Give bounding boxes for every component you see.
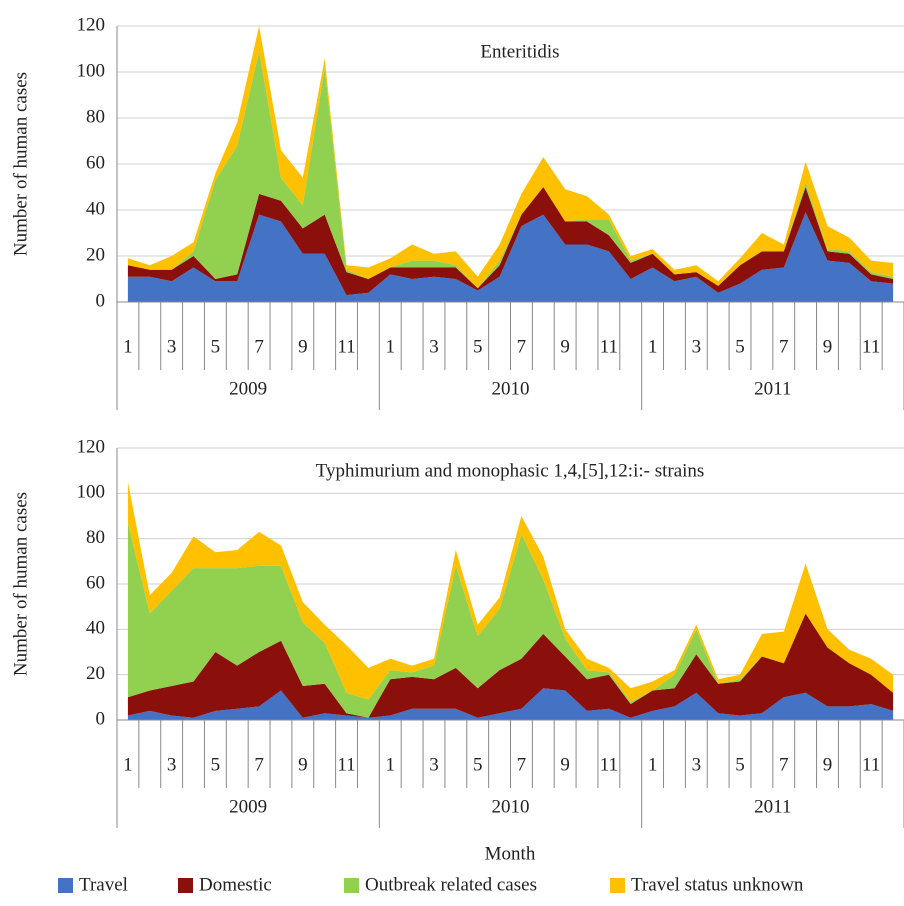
y-tick-label: 40 <box>86 618 105 639</box>
y-tick-label: 80 <box>86 106 105 127</box>
group-label: 2011 <box>754 378 791 399</box>
area <box>127 51 894 289</box>
y-tick-label: 120 <box>77 14 106 35</box>
x-tick-label: 7 <box>254 336 264 357</box>
x-tick-label: 1 <box>386 754 396 775</box>
legend-swatch <box>344 878 359 893</box>
x-tick-label: 11 <box>600 336 618 357</box>
x-tick-label: 9 <box>823 754 833 775</box>
x-tick-label: 5 <box>211 336 221 357</box>
x-tick-label: 11 <box>337 754 355 775</box>
area <box>127 613 894 718</box>
x-tick-label: 5 <box>735 336 745 357</box>
x-tick-label: 3 <box>167 754 177 775</box>
x-tick-label: 5 <box>211 754 221 775</box>
y-axis-label: Number of human cases <box>10 72 31 256</box>
x-tick-label: 1 <box>123 336 133 357</box>
legend-label: Outbreak related cases <box>365 874 537 895</box>
group-label: 2010 <box>492 378 530 399</box>
x-tick-label: 3 <box>429 754 439 775</box>
area <box>127 212 894 302</box>
x-tick-label: 11 <box>600 754 618 775</box>
x-tick-label: 5 <box>473 754 483 775</box>
area <box>127 688 894 720</box>
legend-swatch <box>58 878 73 893</box>
x-tick-label: 11 <box>862 336 880 357</box>
annotation: Enteritidis <box>480 41 559 62</box>
x-tick-label: 5 <box>735 754 745 775</box>
y-tick-label: 80 <box>86 527 105 548</box>
x-tick-label: 9 <box>298 754 308 775</box>
x-tick-label: 7 <box>779 754 789 775</box>
x-tick-label: 9 <box>560 754 570 775</box>
y-tick-label: 0 <box>96 708 106 729</box>
legend-label: Travel status unknown <box>631 874 804 895</box>
group-label: 2011 <box>754 796 791 817</box>
x-tick-label: 1 <box>386 336 396 357</box>
y-tick-label: 0 <box>96 290 106 311</box>
x-tick-label: 11 <box>337 336 355 357</box>
x-tick-label: 7 <box>517 754 527 775</box>
y-axis-label: Number of human cases <box>10 492 31 676</box>
y-tick-label: 120 <box>77 436 106 457</box>
y-tick-label: 40 <box>86 198 105 219</box>
x-tick-label: 9 <box>298 336 308 357</box>
x-tick-label: 3 <box>692 336 702 357</box>
area <box>127 26 894 289</box>
area <box>127 187 894 296</box>
y-tick-label: 20 <box>86 244 105 265</box>
x-tick-label: 3 <box>167 336 177 357</box>
x-tick-label: 7 <box>517 336 527 357</box>
x-tick-label: 11 <box>862 754 880 775</box>
legend-swatch <box>178 878 193 893</box>
x-tick-label: 5 <box>473 336 483 357</box>
area <box>127 522 894 718</box>
legend-label: Travel <box>79 874 128 895</box>
group-label: 2010 <box>492 796 530 817</box>
y-tick-label: 20 <box>86 663 105 684</box>
annotation: Typhimurium and monophasic 1,4,[5],12:i:… <box>316 460 705 481</box>
x-tick-label: 1 <box>123 754 133 775</box>
legend-swatch <box>610 878 625 893</box>
x-tick-label: 1 <box>648 754 658 775</box>
x-tick-label: 3 <box>429 336 439 357</box>
x-tick-label: 9 <box>823 336 833 357</box>
x-tick-label: 3 <box>692 754 702 775</box>
y-tick-label: 60 <box>86 152 105 173</box>
y-tick-label: 100 <box>77 482 106 503</box>
x-tick-label: 1 <box>648 336 658 357</box>
x-axis-label: Month <box>485 843 536 864</box>
x-tick-label: 9 <box>560 336 570 357</box>
y-tick-label: 60 <box>86 572 105 593</box>
legend-label: Domestic <box>199 874 272 895</box>
y-tick-label: 100 <box>77 60 106 81</box>
group-label: 2009 <box>229 796 267 817</box>
group-label: 2009 <box>229 378 267 399</box>
x-tick-label: 7 <box>779 336 789 357</box>
x-tick-label: 7 <box>254 754 264 775</box>
